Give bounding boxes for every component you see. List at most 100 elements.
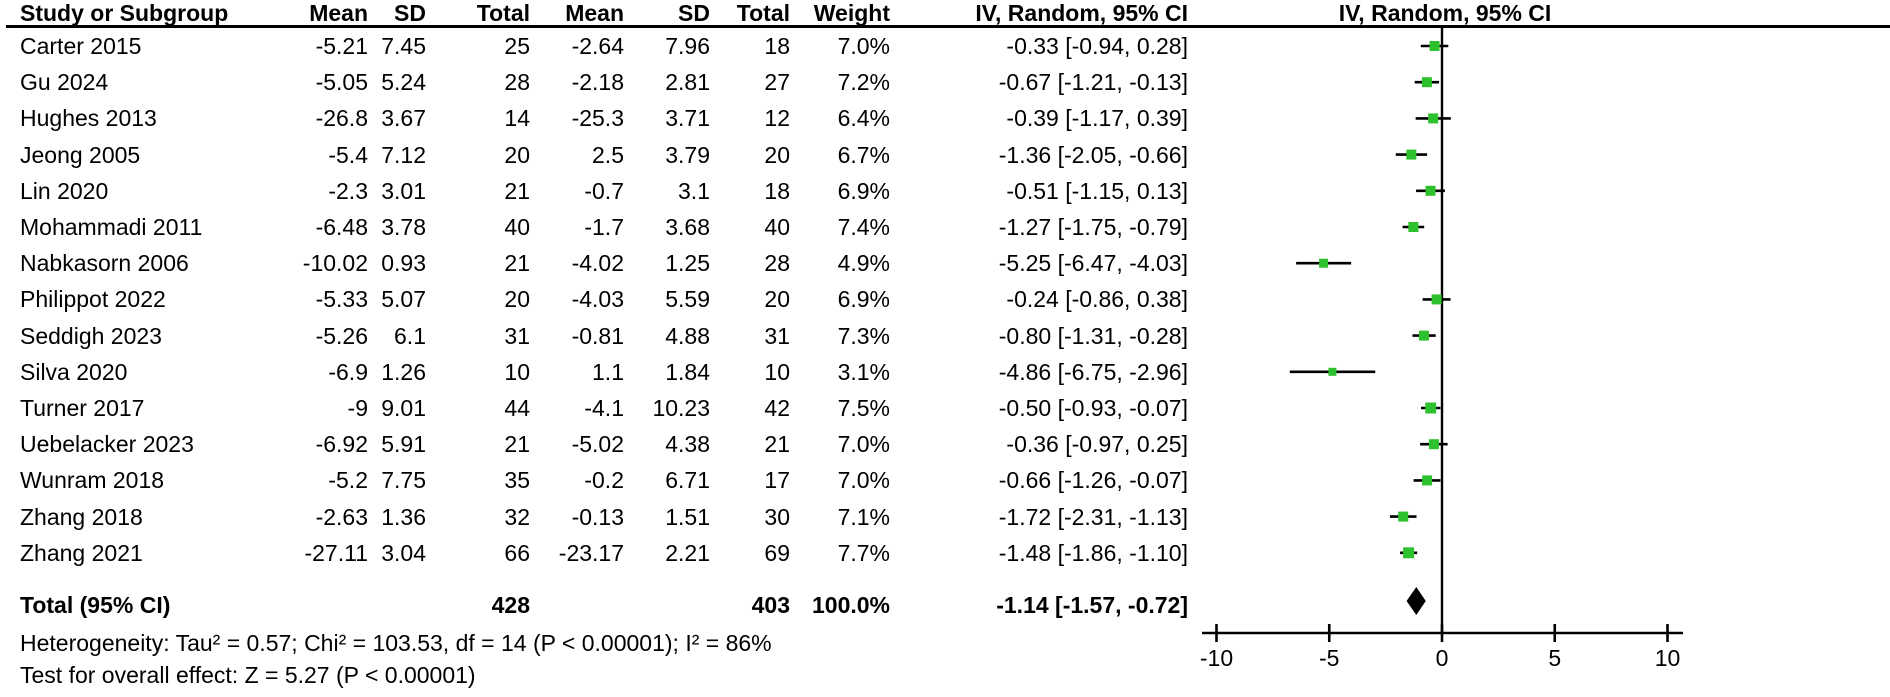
effect-ci-text: -0.36 [-0.97, 0.25]: [1006, 431, 1188, 458]
column-header-study: Study or Subgroup: [20, 0, 229, 26]
mean-experimental: -10.02: [302, 250, 368, 277]
sd-control: 2.81: [665, 69, 710, 96]
column-header-mean-experimental: Mean: [309, 0, 368, 26]
mean-control: -0.7: [584, 177, 624, 204]
weight: 7.4%: [837, 214, 890, 240]
axis-tick-label: -10: [1200, 645, 1233, 671]
sd-control: 6.71: [665, 467, 710, 494]
study-name: Hughes 2013: [20, 105, 157, 132]
weight: 7.1%: [837, 503, 890, 530]
sd-experimental: 3.01: [381, 177, 426, 204]
sd-experimental: 1.26: [381, 358, 426, 385]
effect-marker: [1422, 475, 1433, 486]
effect-marker: [1431, 294, 1442, 305]
sd-control: 1.51: [665, 503, 710, 530]
sd-control: 2.21: [665, 539, 710, 566]
mean-experimental: -5.33: [315, 286, 368, 313]
total-experimental: 10: [504, 358, 530, 385]
sd-control: 10.23: [652, 395, 710, 421]
total-control: 30: [764, 503, 790, 530]
sd-control: 7.96: [665, 33, 710, 59]
total-control: 31: [764, 322, 790, 349]
effect-ci-text: -0.50 [-0.93, -0.07]: [998, 395, 1188, 421]
total-control: 20: [764, 141, 790, 168]
effect-ci-text: -0.80 [-1.31, -0.28]: [998, 322, 1188, 349]
total-control: 28: [764, 250, 790, 277]
total-control: 17: [764, 467, 790, 494]
total-experimental: 66: [504, 539, 530, 566]
total-experimental: 44: [504, 395, 530, 421]
effect-marker: [1398, 511, 1409, 522]
study-name: Zhang 2018: [20, 503, 143, 530]
total-control: 40: [764, 214, 790, 240]
total-experimental: 21: [504, 431, 530, 458]
mean-experimental: -5.21: [315, 33, 368, 59]
total-experimental: 21: [504, 250, 530, 277]
total-control: 12: [764, 105, 790, 132]
weight: 7.2%: [837, 69, 890, 96]
sd-control: 1.84: [665, 358, 710, 385]
weight: 3.1%: [837, 358, 890, 385]
effect-ci-text: -0.24 [-0.86, 0.38]: [1006, 286, 1188, 313]
weight: 7.7%: [837, 539, 890, 566]
axis-tick-label: 10: [1655, 645, 1681, 671]
total-control: 21: [764, 431, 790, 458]
mean-experimental: -9: [347, 395, 368, 421]
mean-experimental: -5.4: [328, 141, 368, 168]
mean-experimental: -26.8: [315, 105, 368, 132]
total-experimental: 428: [491, 592, 530, 618]
total-experimental: 25: [504, 33, 530, 59]
total-control: 27: [764, 69, 790, 96]
sd-control: 1.25: [665, 250, 710, 277]
total-experimental: 20: [504, 141, 530, 168]
effect-marker: [1403, 547, 1415, 559]
effect-marker: [1421, 77, 1432, 88]
mean-control: -2.64: [571, 33, 624, 59]
study-name: Silva 2020: [20, 358, 128, 385]
study-name: Nabkasorn 2006: [20, 250, 189, 277]
study-name: Seddigh 2023: [20, 322, 162, 349]
column-header-sd-experimental: SD: [394, 0, 426, 26]
total-control: 18: [764, 177, 790, 204]
weight: 7.5%: [837, 395, 890, 421]
effect-ci-text: -1.36 [-2.05, -0.66]: [998, 141, 1188, 168]
study-name: Carter 2015: [20, 33, 142, 59]
sd-experimental: 5.24: [381, 69, 426, 96]
weight: 6.4%: [837, 105, 890, 132]
column-header-total-control: Total: [736, 0, 790, 26]
total-experimental: 32: [504, 503, 530, 530]
total-control: 42: [764, 395, 790, 421]
effect-marker: [1425, 185, 1436, 196]
total-control: 10: [764, 358, 790, 385]
sd-control: 3.71: [665, 105, 710, 132]
weight: 4.9%: [837, 250, 890, 277]
mean-experimental: -5.26: [315, 322, 368, 349]
mean-control: -1.7: [584, 214, 624, 240]
sd-experimental: 5.07: [381, 286, 426, 313]
total-control: 403: [751, 592, 790, 618]
mean-experimental: -2.63: [315, 503, 368, 530]
mean-experimental: -6.9: [328, 358, 368, 385]
plot-column-header: IV, Random, 95% CI: [1338, 0, 1552, 26]
mean-control: -0.81: [571, 322, 624, 349]
total-control: 69: [764, 539, 790, 566]
sd-experimental: 3.78: [381, 214, 426, 240]
weight: 7.3%: [837, 322, 890, 349]
effect-ci-text: -1.72 [-2.31, -1.13]: [998, 503, 1188, 530]
mean-control: -5.02: [571, 431, 624, 458]
effect-marker: [1428, 439, 1439, 450]
total-label: Total (95% CI): [20, 592, 171, 618]
effect-ci-text: -0.51 [-1.15, 0.13]: [1006, 177, 1188, 204]
mean-control: 1.1: [592, 358, 624, 385]
sd-experimental: 0.93: [381, 250, 426, 277]
effect-marker: [1428, 113, 1439, 124]
weight: 100.0%: [811, 592, 890, 618]
total-control: 18: [764, 33, 790, 59]
effect-ci-text: -1.14 [-1.57, -0.72]: [996, 592, 1188, 618]
effect-ci-text: -0.66 [-1.26, -0.07]: [998, 467, 1188, 494]
total-experimental: 14: [504, 105, 530, 132]
effect-ci-text: -1.48 [-1.86, -1.10]: [998, 539, 1188, 566]
effect-marker: [1408, 222, 1419, 232]
column-header-effect-ci-text: IV, Random, 95% CI: [975, 0, 1188, 26]
